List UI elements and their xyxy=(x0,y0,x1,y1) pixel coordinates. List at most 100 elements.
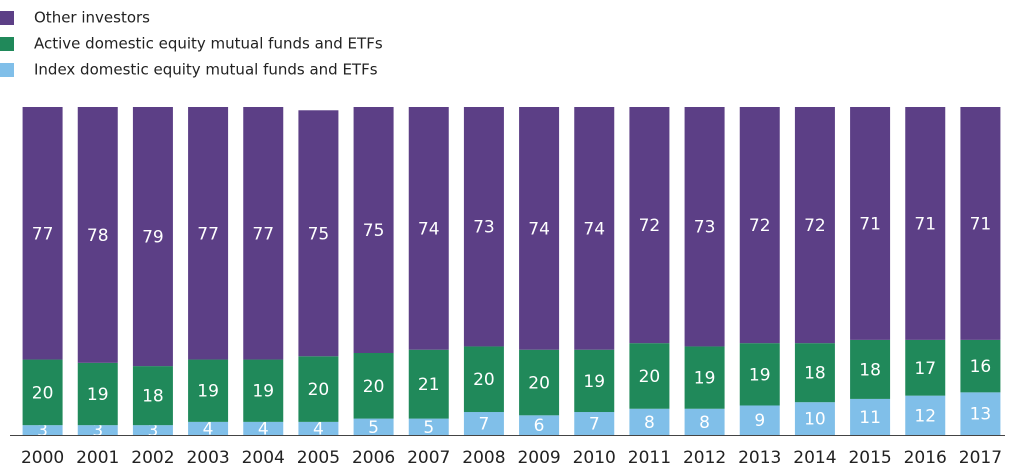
value-label: 77 xyxy=(252,224,274,244)
value-label: 20 xyxy=(473,370,495,390)
value-label: 72 xyxy=(639,216,661,236)
x-tick-label: 2011 xyxy=(628,448,671,468)
value-label: 19 xyxy=(87,385,109,405)
bar-segment xyxy=(22,107,63,360)
legend-swatch xyxy=(0,63,14,77)
x-tick-label: 2007 xyxy=(407,448,450,468)
bar-segment xyxy=(188,359,229,422)
value-label: 75 xyxy=(308,224,330,244)
x-tick-label: 2000 xyxy=(21,448,64,468)
x-tick-label: 2009 xyxy=(517,448,560,468)
value-label: 5 xyxy=(423,418,434,438)
bar-segment xyxy=(574,412,615,435)
bar-segment xyxy=(77,362,118,426)
bar-segment xyxy=(353,107,394,353)
value-label: 11 xyxy=(859,408,881,428)
bar-segment xyxy=(22,425,63,435)
value-label: 78 xyxy=(87,226,109,246)
value-label: 75 xyxy=(363,221,385,241)
bar-segment xyxy=(353,418,394,435)
value-label: 5 xyxy=(368,418,379,438)
value-label: 20 xyxy=(308,380,330,400)
bar-segment xyxy=(519,349,560,416)
value-label: 3 xyxy=(92,421,103,441)
value-label: 77 xyxy=(32,224,54,244)
bar-segment xyxy=(629,408,670,435)
bar-segment xyxy=(684,107,725,347)
value-label: 9 xyxy=(754,411,765,431)
value-label: 6 xyxy=(534,416,545,436)
value-label: 4 xyxy=(203,419,214,439)
x-tick-label: 2004 xyxy=(242,448,285,468)
bar-segment xyxy=(77,107,118,363)
value-label: 71 xyxy=(914,214,936,234)
value-label: 8 xyxy=(644,413,655,433)
value-label: 77 xyxy=(197,224,219,244)
bar-segment xyxy=(298,110,339,357)
value-label: 20 xyxy=(32,383,54,403)
bar-segment xyxy=(960,339,1001,393)
value-label: 16 xyxy=(970,357,992,377)
value-label: 19 xyxy=(749,365,771,385)
x-tick-label: 2001 xyxy=(76,448,119,468)
bar-segment xyxy=(408,107,449,350)
legend-swatch xyxy=(0,11,14,25)
x-tick-label: 2015 xyxy=(848,448,891,468)
x-tick-label: 2006 xyxy=(352,448,395,468)
legend-label: Active domestic equity mutual funds and … xyxy=(34,35,383,53)
bar-segment xyxy=(298,356,339,422)
value-label: 20 xyxy=(639,367,661,387)
bar-segment xyxy=(298,421,339,435)
value-label: 71 xyxy=(970,214,992,234)
value-label: 79 xyxy=(142,228,164,248)
bar-segment xyxy=(960,392,1001,435)
x-tick-label: 2008 xyxy=(462,448,505,468)
value-label: 18 xyxy=(804,364,826,384)
x-tick-label: 2002 xyxy=(131,448,174,468)
bar-segment xyxy=(188,421,229,435)
bar-segment xyxy=(629,107,670,344)
bar-segment xyxy=(243,359,284,422)
value-label: 72 xyxy=(749,216,771,236)
bar-segment xyxy=(519,415,560,435)
value-label: 19 xyxy=(694,369,716,389)
value-label: 12 xyxy=(914,406,936,426)
value-label: 7 xyxy=(479,415,490,435)
value-label: 74 xyxy=(528,219,550,239)
value-label: 71 xyxy=(859,214,881,234)
value-label: 21 xyxy=(418,375,440,395)
value-label: 73 xyxy=(473,218,495,238)
value-label: 17 xyxy=(914,359,936,379)
bar-segment xyxy=(850,339,891,399)
value-label: 73 xyxy=(694,218,716,238)
bar-segment xyxy=(850,398,891,435)
bar-segment xyxy=(132,366,173,426)
bar-segment xyxy=(684,346,725,409)
x-tick-label: 2012 xyxy=(683,448,726,468)
bar-segment xyxy=(353,353,394,419)
value-label: 19 xyxy=(197,382,219,402)
bar-segment xyxy=(77,425,118,435)
bar-segment xyxy=(463,346,504,413)
value-label: 19 xyxy=(583,372,605,392)
legend-label: Other investors xyxy=(34,9,150,27)
bar-segment xyxy=(408,418,449,435)
value-label: 10 xyxy=(804,410,826,430)
x-tick-label: 2017 xyxy=(959,448,1002,468)
x-tick-label: 2014 xyxy=(793,448,836,468)
bar-segment xyxy=(408,349,449,419)
x-tick-label: 2003 xyxy=(186,448,229,468)
bar-segment xyxy=(463,412,504,435)
bar-segment xyxy=(794,402,835,435)
value-label: 74 xyxy=(418,219,440,239)
x-tick-label: 2016 xyxy=(904,448,947,468)
bar-segment xyxy=(574,107,615,350)
bar-segment xyxy=(739,343,780,406)
value-label: 19 xyxy=(252,382,274,402)
value-label: 13 xyxy=(970,405,992,425)
bar-segment xyxy=(519,107,560,350)
value-label: 18 xyxy=(859,360,881,380)
bar-segment xyxy=(22,359,63,426)
value-label: 20 xyxy=(528,374,550,394)
